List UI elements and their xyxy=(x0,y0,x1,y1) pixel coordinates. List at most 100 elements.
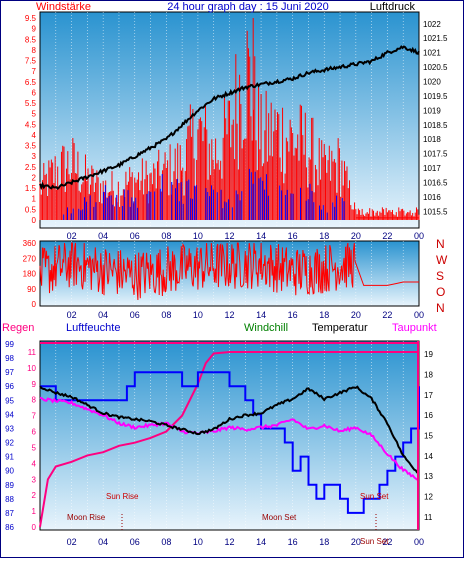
dewpoint-label: Taupunkt xyxy=(392,322,437,334)
x-tick-label: 02 xyxy=(67,231,77,241)
windspeed-tick: 1.5 xyxy=(25,184,37,193)
x-tick-label: 20 xyxy=(351,310,361,320)
humidity-tick: 98 xyxy=(5,354,14,363)
rain-tick: 8 xyxy=(32,396,37,405)
x-tick-label: 06 xyxy=(130,231,140,241)
x-tick-label: 02 xyxy=(67,310,77,320)
x-tick-label: 12 xyxy=(224,537,234,547)
hour-axis-bottom: 02 04 06 08 10 12 14 16 18 20 22 00 xyxy=(67,537,424,547)
pressure-tick: 1022 xyxy=(423,20,441,29)
pressure-tick: 1017 xyxy=(423,164,441,173)
x-tick-label: 16 xyxy=(288,231,298,241)
compass-letter: N xyxy=(436,237,445,251)
windspeed-tick: 5.5 xyxy=(25,99,37,108)
windspeed-tick: 6 xyxy=(32,88,37,97)
x-tick-label: 20 xyxy=(351,537,361,547)
chart-title: 24 hour graph day : 15 Juni 2020 xyxy=(167,1,328,13)
sunset-label-2: Sun Set xyxy=(360,537,389,546)
temperature-label: Temperatur xyxy=(312,322,368,334)
temperature-tick: 18 xyxy=(424,371,433,380)
pressure-tick: 1016.5 xyxy=(423,178,448,187)
temperature-tick: 12 xyxy=(424,493,433,502)
temperature-tick: 11 xyxy=(424,513,433,522)
windspeed-tick: 3.5 xyxy=(25,142,37,151)
rain-tick: 5 xyxy=(32,443,37,452)
pressure-tick: 1019.5 xyxy=(423,92,448,101)
pressure-line xyxy=(39,45,420,191)
rain-tick: 2 xyxy=(32,491,37,500)
windspeed-tick: 0.5 xyxy=(25,205,37,214)
direction-graph xyxy=(39,242,419,301)
direction-tick: 270 xyxy=(23,254,37,263)
bottom-plot-area xyxy=(39,340,420,531)
windspeed-tick: 2 xyxy=(32,173,37,182)
temperature-tick: 16 xyxy=(424,411,433,420)
x-tick-label: 12 xyxy=(224,231,234,241)
windspeed-tick: 8 xyxy=(32,46,37,55)
humidity-tick: 87 xyxy=(5,509,14,518)
temperature-tick: 17 xyxy=(424,391,433,400)
x-tick-label: 18 xyxy=(319,231,329,241)
rain-label: Regen xyxy=(2,322,34,334)
humidity-label: Luftfeuchte xyxy=(66,322,120,334)
x-tick-label: 18 xyxy=(319,537,329,547)
rain-tick: 3 xyxy=(32,475,37,484)
humidity-tick: 90 xyxy=(5,467,14,476)
hour-axis-direction: 02 04 06 08 10 12 14 16 18 20 22 00 xyxy=(67,310,424,320)
x-tick-label: 04 xyxy=(98,231,108,241)
pressure-tick: 1021.5 xyxy=(423,34,448,43)
windspeed-tick: 2.5 xyxy=(25,163,37,172)
humidity-tick: 86 xyxy=(5,523,14,532)
x-tick-label: 04 xyxy=(98,310,108,320)
pressure-tick: 1017.5 xyxy=(423,150,448,159)
x-tick-label: 14 xyxy=(256,537,266,547)
x-tick-label: 08 xyxy=(161,310,171,320)
bottom-graph xyxy=(39,341,420,530)
pressure-label: Luftdruck xyxy=(370,1,416,13)
humidity-line xyxy=(40,371,420,514)
sunrise-label: Sun Rise xyxy=(106,492,139,501)
windspeed-label: Windstärke xyxy=(36,1,91,13)
rain-tick: 1 xyxy=(32,507,37,516)
x-tick-label: 12 xyxy=(224,310,234,320)
direction-tick: 90 xyxy=(27,285,36,294)
rain-tick: 4 xyxy=(32,459,37,468)
x-tick-label: 14 xyxy=(256,231,266,241)
temperature-tick: 13 xyxy=(424,472,433,481)
windspeed-tick: 0 xyxy=(32,216,37,225)
pressure-tick: 1018 xyxy=(423,135,441,144)
x-tick-label: 00 xyxy=(414,537,424,547)
x-tick-label: 22 xyxy=(382,231,392,241)
humidity-tick: 89 xyxy=(5,481,14,490)
rain-tick: 7 xyxy=(32,412,37,421)
windspeed-tick: 7.5 xyxy=(25,57,37,66)
windspeed-tick: 7 xyxy=(32,67,37,76)
humidity-tick: 95 xyxy=(5,396,14,405)
x-tick-label: 14 xyxy=(256,310,266,320)
x-tick-label: 10 xyxy=(193,231,203,241)
x-tick-label: 22 xyxy=(382,537,392,547)
humidity-tick: 96 xyxy=(5,382,14,391)
compass-letter: S xyxy=(436,269,444,283)
pressure-tick: 1020.5 xyxy=(423,63,448,72)
compass-letter: N xyxy=(436,301,445,315)
direction-tick: 360 xyxy=(23,239,37,248)
dewpoint-line xyxy=(39,396,418,481)
temperature-tick: 14 xyxy=(424,452,433,461)
x-tick-label: 06 xyxy=(130,310,140,320)
direction-axis: 0 90 180 270 360 xyxy=(23,239,37,309)
windspeed-tick: 9.5 xyxy=(25,14,37,23)
moonset-label: Moon Set xyxy=(262,513,297,522)
temperature-line xyxy=(39,385,419,474)
humidity-tick: 94 xyxy=(5,410,14,419)
windspeed-tick: 4.5 xyxy=(25,120,37,129)
x-tick-label: 10 xyxy=(193,310,203,320)
direction-tick: 0 xyxy=(32,300,37,309)
humidity-axis: 86 87 88 89 90 91 92 93 94 95 96 97 98 99 xyxy=(5,340,14,532)
x-tick-label: 08 xyxy=(161,537,171,547)
compass-letter: O xyxy=(436,285,445,299)
direction-tick: 180 xyxy=(23,270,37,279)
hour-axis-top: 02 04 06 08 10 12 14 16 18 20 22 00 xyxy=(67,231,424,241)
